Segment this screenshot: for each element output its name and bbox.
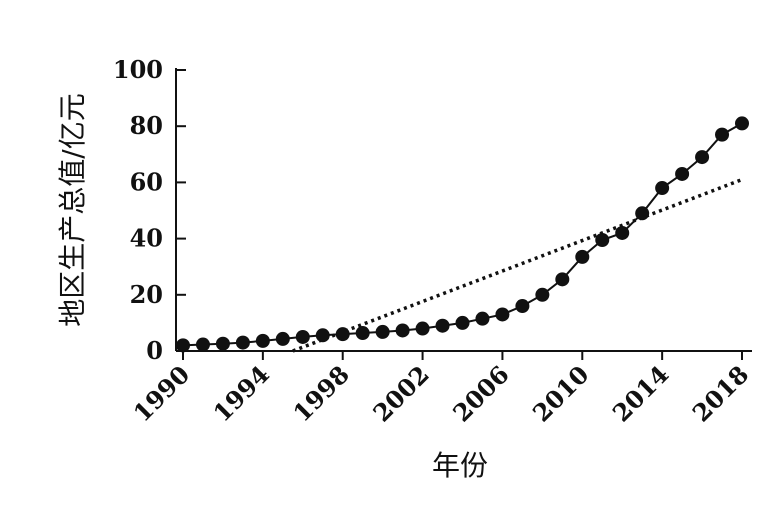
x-tick-label: 2006 (447, 360, 515, 428)
trend-line (292, 177, 743, 353)
data-point (375, 324, 390, 339)
data-point (455, 315, 470, 330)
y-tick-label: 40 (130, 224, 163, 253)
x-tick-label: 2018 (687, 360, 755, 428)
y-tick-label: 0 (146, 336, 163, 365)
y-axis-title: 地区生产总值/亿元 (56, 93, 89, 326)
data-point (176, 338, 190, 353)
data-point (315, 328, 330, 343)
data-point (435, 318, 450, 333)
data-point (235, 335, 250, 350)
data-point (255, 333, 270, 348)
data-point (615, 225, 630, 240)
data-point (575, 249, 590, 264)
x-axis-ticks: 1990 1994 1998 2002 2006 2010 2014 2018 (128, 351, 755, 428)
data-point (355, 326, 370, 341)
data-point (475, 311, 490, 326)
data-point (335, 327, 350, 342)
data-point (555, 272, 570, 287)
data-point (715, 127, 730, 142)
y-tick-label: 100 (113, 55, 163, 84)
data-point (655, 181, 670, 196)
x-tick-label: 1998 (287, 360, 355, 428)
data-point (595, 233, 610, 248)
data-point (675, 166, 690, 181)
data-point (735, 116, 749, 131)
data-point (295, 329, 310, 344)
data-point (495, 307, 510, 322)
series-layer (176, 116, 749, 353)
gdp-series-line (182, 122, 743, 347)
data-point (635, 206, 650, 221)
data-point (215, 336, 230, 351)
data-point (535, 287, 550, 302)
data-point (695, 150, 710, 165)
data-point (415, 321, 430, 336)
y-axis-ticks: 0 20 40 60 80 100 (113, 55, 186, 365)
x-tick-label: 2014 (607, 360, 675, 428)
y-tick-label: 80 (130, 111, 163, 140)
data-point (515, 299, 530, 314)
x-tick-label: 1990 (128, 360, 196, 428)
data-point (275, 331, 290, 346)
x-tick-label: 1994 (207, 360, 275, 428)
x-tick-label: 2002 (367, 360, 435, 428)
y-tick-label: 20 (130, 280, 163, 309)
y-tick-label: 60 (130, 167, 163, 196)
x-tick-label: 2010 (527, 360, 595, 428)
data-point (395, 323, 410, 338)
data-point (195, 337, 210, 352)
x-axis-title: 年份 (432, 449, 488, 482)
